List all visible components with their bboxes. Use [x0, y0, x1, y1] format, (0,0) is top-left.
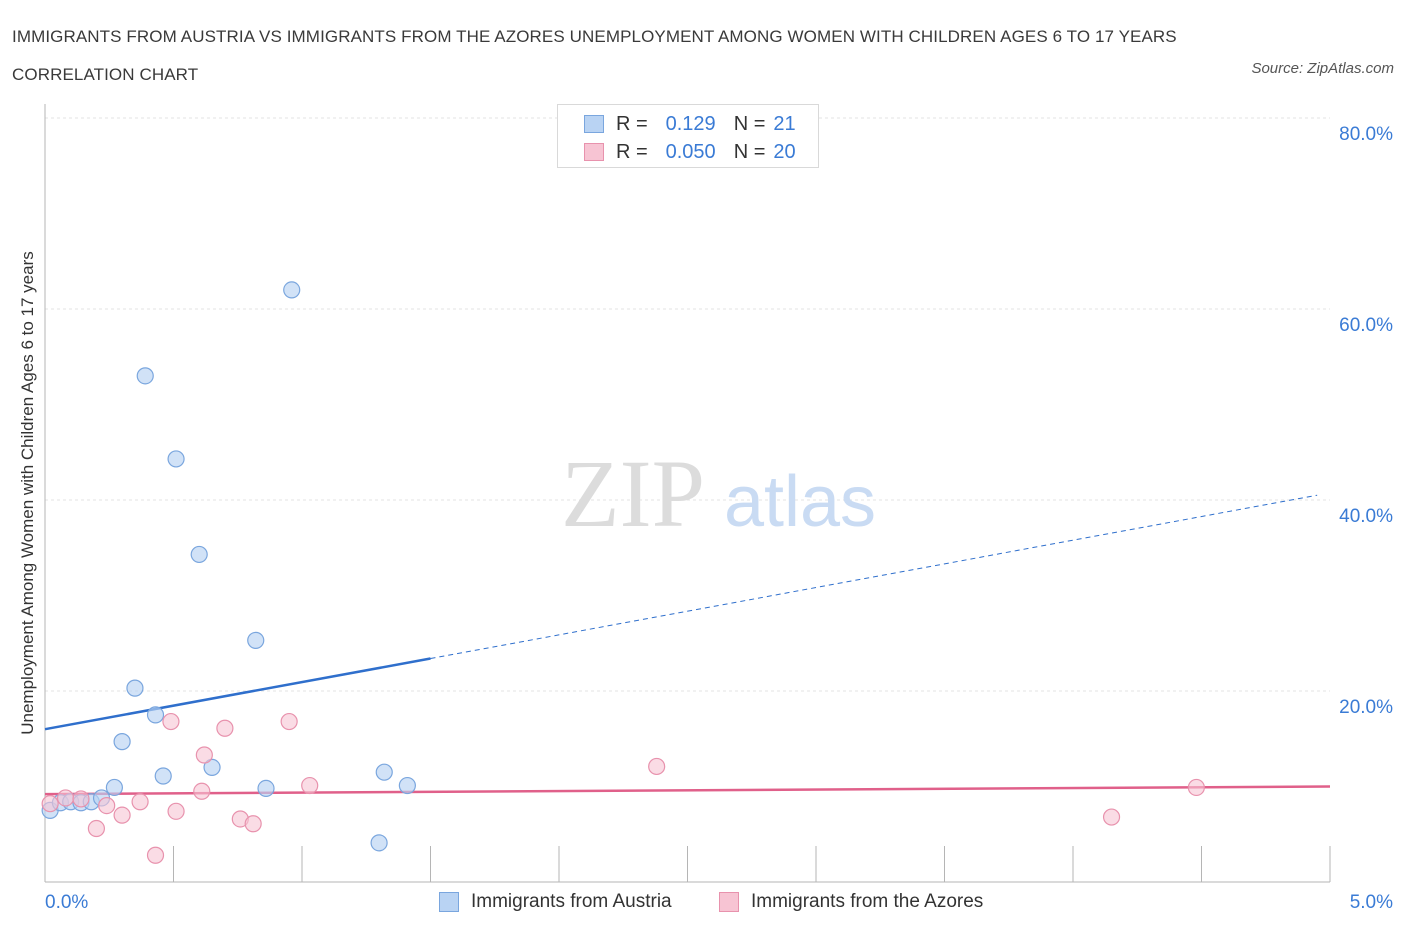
point-austria — [105, 778, 123, 797]
point-austria — [154, 767, 172, 785]
legend-r-value-austria: 0.129 — [665, 112, 716, 135]
points-layer — [41, 281, 1205, 864]
series-legend-austria[interactable]: Immigrants from Austria — [439, 889, 672, 915]
grid-layer — [45, 117, 1330, 692]
point-azores — [1187, 778, 1205, 797]
watermark-zip: ZIP — [561, 440, 705, 547]
stats-legend: R = 0.129 N = 21 R = 0.050 N = 20 — [557, 104, 819, 168]
watermark: ZIP atlas — [561, 440, 876, 547]
series-swatch-austria — [439, 892, 459, 912]
y-tick-label: 20.0% — [1339, 697, 1393, 718]
y-tick-label: 80.0% — [1339, 124, 1393, 145]
point-austria — [283, 281, 301, 299]
point-azores — [146, 846, 165, 864]
legend-r-label: R = — [616, 112, 648, 135]
chart-title: IMMIGRANTS FROM AUSTRIA VS IMMIGRANTS FR… — [12, 27, 1177, 84]
point-austria — [247, 631, 265, 649]
source-label: Source: ZipAtlas.com — [1251, 60, 1394, 77]
point-azores — [193, 782, 211, 800]
legend-n-label: N = — [733, 140, 766, 163]
point-azores — [131, 793, 149, 811]
point-azores — [87, 819, 106, 838]
point-austria — [126, 679, 144, 697]
point-austria — [136, 367, 154, 385]
series-name-azores: Immigrants from the Azores — [751, 891, 984, 912]
tick-label-layer: 20.0% 40.0% 60.0% 80.0% 0.0% 5.0% — [45, 124, 1393, 913]
point-austria — [370, 834, 388, 852]
legend-n-value-azores: 20 — [773, 140, 796, 163]
legend-n-value-austria: 21 — [773, 112, 796, 135]
point-azores — [167, 802, 185, 820]
point-austria — [190, 545, 208, 564]
point-azores — [72, 790, 90, 808]
point-austria — [167, 450, 185, 468]
y-tick-label: 60.0% — [1339, 315, 1393, 336]
legend-swatch-azores — [584, 143, 604, 161]
point-austria — [146, 706, 165, 724]
point-azores — [1102, 808, 1121, 826]
trend-line-azores — [44, 785, 1331, 796]
point-austria — [257, 779, 275, 798]
series-swatch-azores — [719, 892, 739, 912]
x-tick-label: 5.0% — [1350, 892, 1393, 913]
axis-layer — [44, 104, 1331, 883]
point-austria — [203, 758, 221, 777]
y-tick-label: 40.0% — [1339, 506, 1393, 527]
legend-row-azores: R = 0.050 N = 20 — [584, 140, 796, 164]
point-azores — [648, 757, 666, 776]
point-azores — [162, 712, 180, 731]
legend-swatch-austria — [584, 115, 604, 133]
point-azores — [113, 806, 131, 824]
point-azores — [244, 815, 262, 833]
series-name-austria: Immigrants from Austria — [471, 891, 672, 912]
legend-r-label: R = — [616, 140, 648, 163]
point-azores — [98, 796, 116, 815]
point-azores — [195, 746, 213, 764]
legend-r-value-azores: 0.050 — [665, 140, 716, 163]
watermark-atlas: atlas — [724, 462, 876, 542]
point-austria — [375, 763, 393, 781]
point-azores — [216, 719, 234, 737]
legend-row-austria: R = 0.129 N = 21 — [584, 112, 796, 136]
point-austria — [113, 733, 131, 751]
y-axis-label: Unemployment Among Women with Children A… — [18, 251, 37, 735]
legend-n-label: N = — [733, 112, 766, 135]
point-azores — [41, 795, 59, 813]
point-azores — [301, 776, 319, 795]
x-tick-label: 0.0% — [45, 892, 88, 913]
series-legend-azores[interactable]: Immigrants from the Azores — [719, 889, 983, 915]
point-austria — [398, 776, 416, 795]
point-azores — [56, 789, 75, 807]
point-azores — [280, 712, 298, 731]
trend-line-austria-projection — [430, 494, 1318, 660]
trend-line-austria — [44, 657, 431, 731]
